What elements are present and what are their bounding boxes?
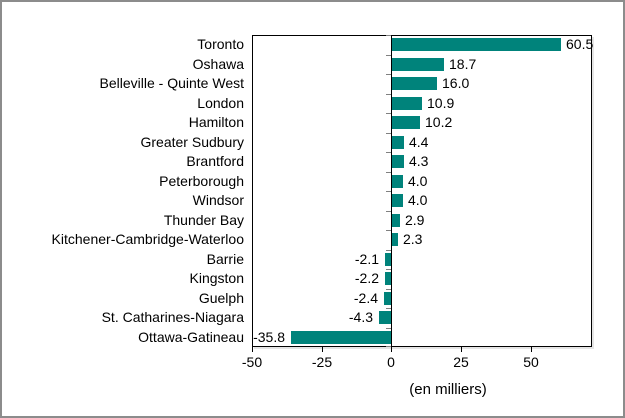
- zero-axis-line: [391, 35, 392, 347]
- y-axis-tick: [386, 289, 391, 290]
- y-axis-tick: [386, 172, 391, 173]
- bar: [392, 213, 400, 227]
- y-axis-tick: [386, 74, 391, 75]
- bar: [392, 155, 404, 169]
- x-axis-tick: [322, 347, 323, 352]
- bar: [392, 96, 422, 110]
- category-label: Peterborough: [159, 172, 244, 189]
- x-axis-tick-label: 25: [453, 354, 469, 370]
- category-label: London: [197, 94, 244, 111]
- value-label: -2.2: [354, 270, 379, 286]
- y-axis-tick: [386, 328, 391, 329]
- x-axis-tick: [252, 347, 253, 352]
- y-axis-tick: [386, 152, 391, 153]
- y-axis-tick: [386, 250, 391, 251]
- category-label: Brantford: [186, 153, 244, 169]
- category-label: Barrie: [206, 250, 244, 267]
- y-axis-tick: [386, 191, 391, 192]
- x-axis-tick-label: -25: [311, 354, 333, 370]
- bar: [392, 77, 437, 91]
- category-label: Ottawa-Gatineau: [138, 328, 244, 345]
- value-label: 10.2: [425, 114, 453, 130]
- y-axis-tick: [386, 113, 391, 114]
- value-label: 16.0: [442, 75, 470, 91]
- value-label: 2.9: [405, 211, 425, 228]
- value-label: 10.9: [427, 94, 455, 111]
- value-label: 18.7: [449, 55, 477, 72]
- x-axis-tick-label: 50: [523, 354, 539, 370]
- y-axis-tick: [386, 230, 391, 231]
- value-label: 4.3: [409, 153, 429, 169]
- bar: [384, 291, 391, 305]
- category-label: Belleville - Quinte West: [99, 75, 244, 91]
- y-axis-tick: [386, 346, 391, 347]
- value-label: 4.0: [408, 172, 428, 189]
- x-axis-tick-label: -50: [241, 354, 263, 370]
- bar: [385, 272, 391, 286]
- bar: [392, 135, 404, 149]
- bar: [379, 311, 391, 325]
- x-axis-tick-label: 0: [387, 354, 395, 370]
- bar: [392, 38, 561, 52]
- bar: [392, 57, 444, 71]
- value-label: 2.3: [403, 231, 423, 247]
- bar: [392, 194, 403, 208]
- category-label: Kitchener-Cambridge-Waterloo: [51, 231, 244, 247]
- y-axis-tick: [386, 211, 391, 212]
- y-axis-tick: [386, 269, 391, 270]
- value-label: 60.5: [566, 36, 594, 52]
- category-label: St. Catharines-Niagara: [101, 309, 244, 325]
- category-label: Greater Sudbury: [140, 133, 245, 150]
- y-axis-tick: [386, 133, 391, 134]
- bar: [392, 233, 398, 247]
- category-label: Thunder Bay: [163, 211, 244, 228]
- bar: [385, 252, 391, 266]
- y-axis-tick: [386, 94, 391, 95]
- x-axis-tick: [461, 347, 462, 352]
- x-axis-tick: [391, 347, 392, 352]
- value-label: -4.3: [348, 309, 373, 325]
- value-label: 4.4: [409, 133, 429, 150]
- category-label: Kingston: [189, 270, 244, 286]
- x-axis-tick: [531, 347, 532, 352]
- y-axis-tick: [386, 308, 391, 309]
- category-label: Guelph: [198, 289, 244, 306]
- category-label: Hamilton: [188, 114, 244, 130]
- category-label: Oshawa: [192, 55, 244, 72]
- value-label: -2.4: [353, 289, 378, 306]
- x-axis-label: (en milliers): [409, 381, 487, 398]
- category-label: Windsor: [192, 192, 244, 208]
- plot-area: [252, 35, 592, 347]
- y-axis-tick: [386, 35, 391, 36]
- y-axis-tick: [386, 55, 391, 56]
- value-label: -2.1: [354, 250, 379, 267]
- bar: [392, 174, 403, 188]
- bar: [392, 116, 420, 130]
- bar: [291, 330, 391, 344]
- category-label: Toronto: [197, 36, 244, 52]
- value-label: -35.8: [253, 328, 285, 345]
- value-label: 4.0: [408, 192, 428, 208]
